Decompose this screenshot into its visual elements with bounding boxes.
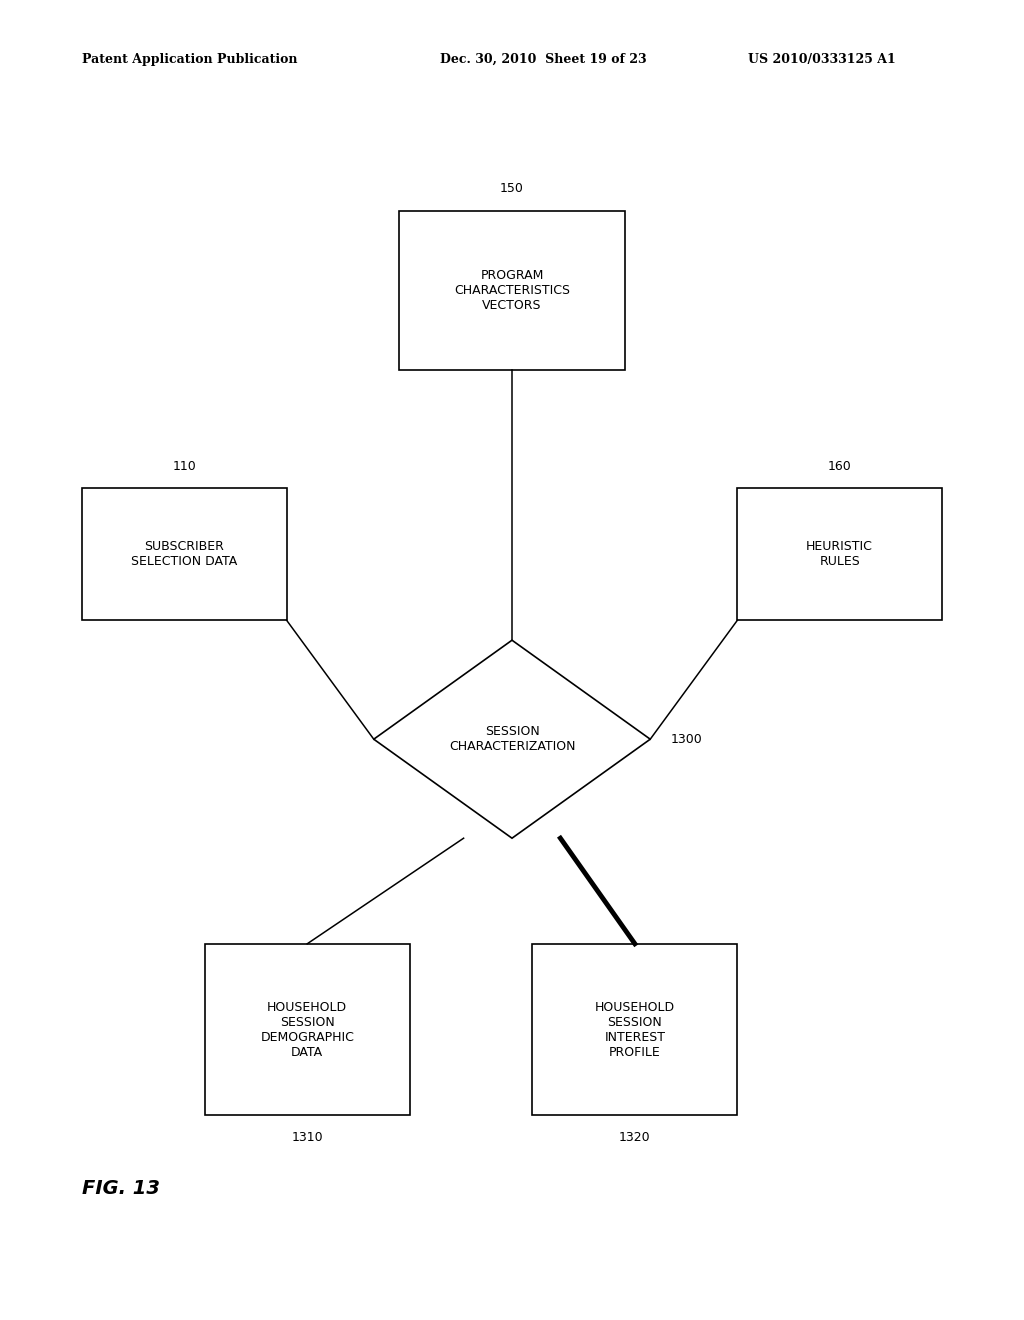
Text: US 2010/0333125 A1: US 2010/0333125 A1 xyxy=(748,53,895,66)
Text: HOUSEHOLD
SESSION
INTEREST
PROFILE: HOUSEHOLD SESSION INTEREST PROFILE xyxy=(595,1001,675,1059)
Polygon shape xyxy=(374,640,650,838)
Text: HEURISTIC
RULES: HEURISTIC RULES xyxy=(806,540,873,569)
Text: Patent Application Publication: Patent Application Publication xyxy=(82,53,297,66)
Text: 110: 110 xyxy=(172,459,197,473)
Text: 160: 160 xyxy=(827,459,852,473)
FancyBboxPatch shape xyxy=(399,211,625,370)
Text: SUBSCRIBER
SELECTION DATA: SUBSCRIBER SELECTION DATA xyxy=(131,540,238,569)
Text: Dec. 30, 2010  Sheet 19 of 23: Dec. 30, 2010 Sheet 19 of 23 xyxy=(440,53,647,66)
Text: PROGRAM
CHARACTERISTICS
VECTORS: PROGRAM CHARACTERISTICS VECTORS xyxy=(454,269,570,312)
Text: 1300: 1300 xyxy=(671,733,702,746)
FancyBboxPatch shape xyxy=(532,944,737,1115)
FancyBboxPatch shape xyxy=(737,488,942,620)
Text: 150: 150 xyxy=(500,182,524,195)
Text: 1320: 1320 xyxy=(620,1131,650,1144)
FancyBboxPatch shape xyxy=(205,944,410,1115)
Text: FIG. 13: FIG. 13 xyxy=(82,1179,160,1197)
FancyBboxPatch shape xyxy=(82,488,287,620)
Text: SESSION
CHARACTERIZATION: SESSION CHARACTERIZATION xyxy=(449,725,575,754)
Text: HOUSEHOLD
SESSION
DEMOGRAPHIC
DATA: HOUSEHOLD SESSION DEMOGRAPHIC DATA xyxy=(260,1001,354,1059)
Text: 1310: 1310 xyxy=(292,1131,323,1144)
